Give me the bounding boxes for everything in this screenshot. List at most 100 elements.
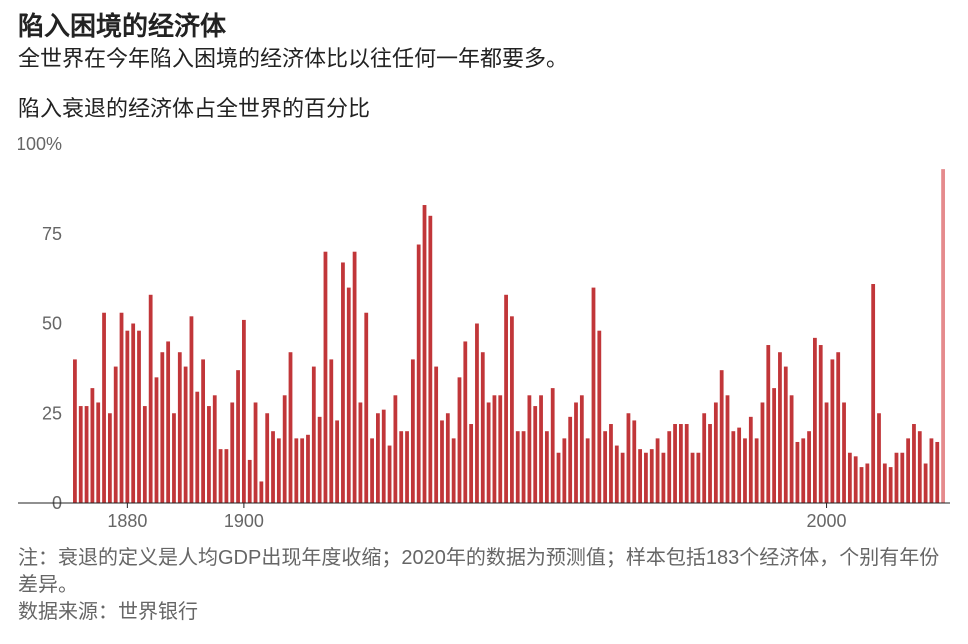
- bar: [656, 438, 660, 503]
- bar: [726, 395, 730, 503]
- bar: [574, 402, 578, 503]
- bar: [755, 438, 759, 503]
- bar: [900, 452, 904, 502]
- bar: [155, 377, 159, 503]
- bar: [621, 452, 625, 502]
- bar: [242, 320, 246, 503]
- bar: [475, 323, 479, 503]
- bar: [889, 467, 893, 503]
- bar: [219, 449, 223, 503]
- bar: [627, 413, 631, 503]
- bar: [615, 445, 619, 502]
- bar: [428, 215, 432, 502]
- bar: [265, 413, 269, 503]
- bar: [149, 294, 153, 502]
- bar: [254, 402, 258, 503]
- bar: [673, 424, 677, 503]
- bar: [714, 402, 718, 503]
- y-tick-label: 50: [42, 313, 62, 333]
- chart-footnote: 注：衰退的定义是人均GDP出现年度收缩；2020年的数据为预测值；样本包括183…: [18, 545, 950, 626]
- bar: [638, 449, 642, 503]
- bar: [160, 352, 164, 503]
- bar: [761, 402, 765, 503]
- bar: [143, 406, 147, 503]
- bar: [469, 424, 473, 503]
- bar: [120, 312, 124, 502]
- bar: [230, 402, 234, 503]
- bar: [417, 244, 421, 502]
- bar: [359, 402, 363, 503]
- bar: [498, 395, 502, 503]
- bar: [434, 366, 438, 502]
- bar: [510, 316, 514, 503]
- bar: [114, 366, 118, 502]
- bar: [650, 449, 654, 503]
- bar: [836, 352, 840, 503]
- bar-chart-svg: 0255075100%188019002000: [18, 136, 950, 539]
- y-tick-label: 100%: [18, 136, 62, 154]
- y-tick-label: 75: [42, 223, 62, 243]
- bar: [854, 456, 858, 503]
- bar: [306, 434, 310, 502]
- bar: [696, 452, 700, 502]
- bar: [271, 431, 275, 503]
- chart-axis-title: 陷入衰退的经济体占全世界的百分比: [18, 95, 950, 124]
- bar-highlight: [941, 169, 945, 503]
- bar: [190, 316, 194, 503]
- bar: [207, 406, 211, 503]
- bar: [277, 438, 281, 503]
- x-tick-label: 2000: [807, 511, 847, 531]
- bar: [504, 294, 508, 502]
- bar: [609, 424, 613, 503]
- bar: [586, 438, 590, 503]
- bar: [201, 359, 205, 503]
- bar: [702, 413, 706, 503]
- bar: [551, 388, 555, 503]
- bar: [370, 438, 374, 503]
- bar: [871, 284, 875, 503]
- bar: [924, 463, 928, 502]
- bar: [516, 431, 520, 503]
- bar: [248, 460, 252, 503]
- bar: [772, 388, 776, 503]
- bar: [452, 438, 456, 503]
- bar: [568, 417, 572, 503]
- bar: [865, 463, 869, 502]
- bar: [749, 417, 753, 503]
- bar: [329, 359, 333, 503]
- bar: [458, 377, 462, 503]
- bar: [830, 359, 834, 503]
- bar: [195, 391, 199, 502]
- bar: [667, 431, 671, 503]
- bar: [463, 341, 467, 503]
- bar: [860, 467, 864, 503]
- bar: [102, 312, 106, 502]
- bar: [562, 438, 566, 503]
- bar: [790, 395, 794, 503]
- bar: [935, 442, 939, 503]
- bar: [685, 424, 689, 503]
- bar: [481, 352, 485, 503]
- bar: [930, 438, 934, 503]
- bar: [225, 449, 229, 503]
- bar: [632, 420, 636, 503]
- bar: [79, 406, 83, 503]
- bar: [85, 406, 89, 503]
- bar: [96, 402, 100, 503]
- bar: [603, 431, 607, 503]
- bar: [819, 345, 823, 503]
- bar: [737, 427, 741, 502]
- bar: [172, 413, 176, 503]
- bar: [364, 312, 368, 502]
- bar: [137, 330, 141, 502]
- bar: [895, 452, 899, 502]
- bar: [213, 395, 217, 503]
- chart-subtitle: 全世界在今年陷入困境的经济体比以往任何一年都要多。: [18, 45, 950, 74]
- bar: [877, 413, 881, 503]
- bar: [131, 323, 135, 503]
- bar: [883, 463, 887, 502]
- y-tick-label: 25: [42, 403, 62, 423]
- bar: [289, 352, 293, 503]
- bar: [236, 370, 240, 503]
- bar: [440, 420, 444, 503]
